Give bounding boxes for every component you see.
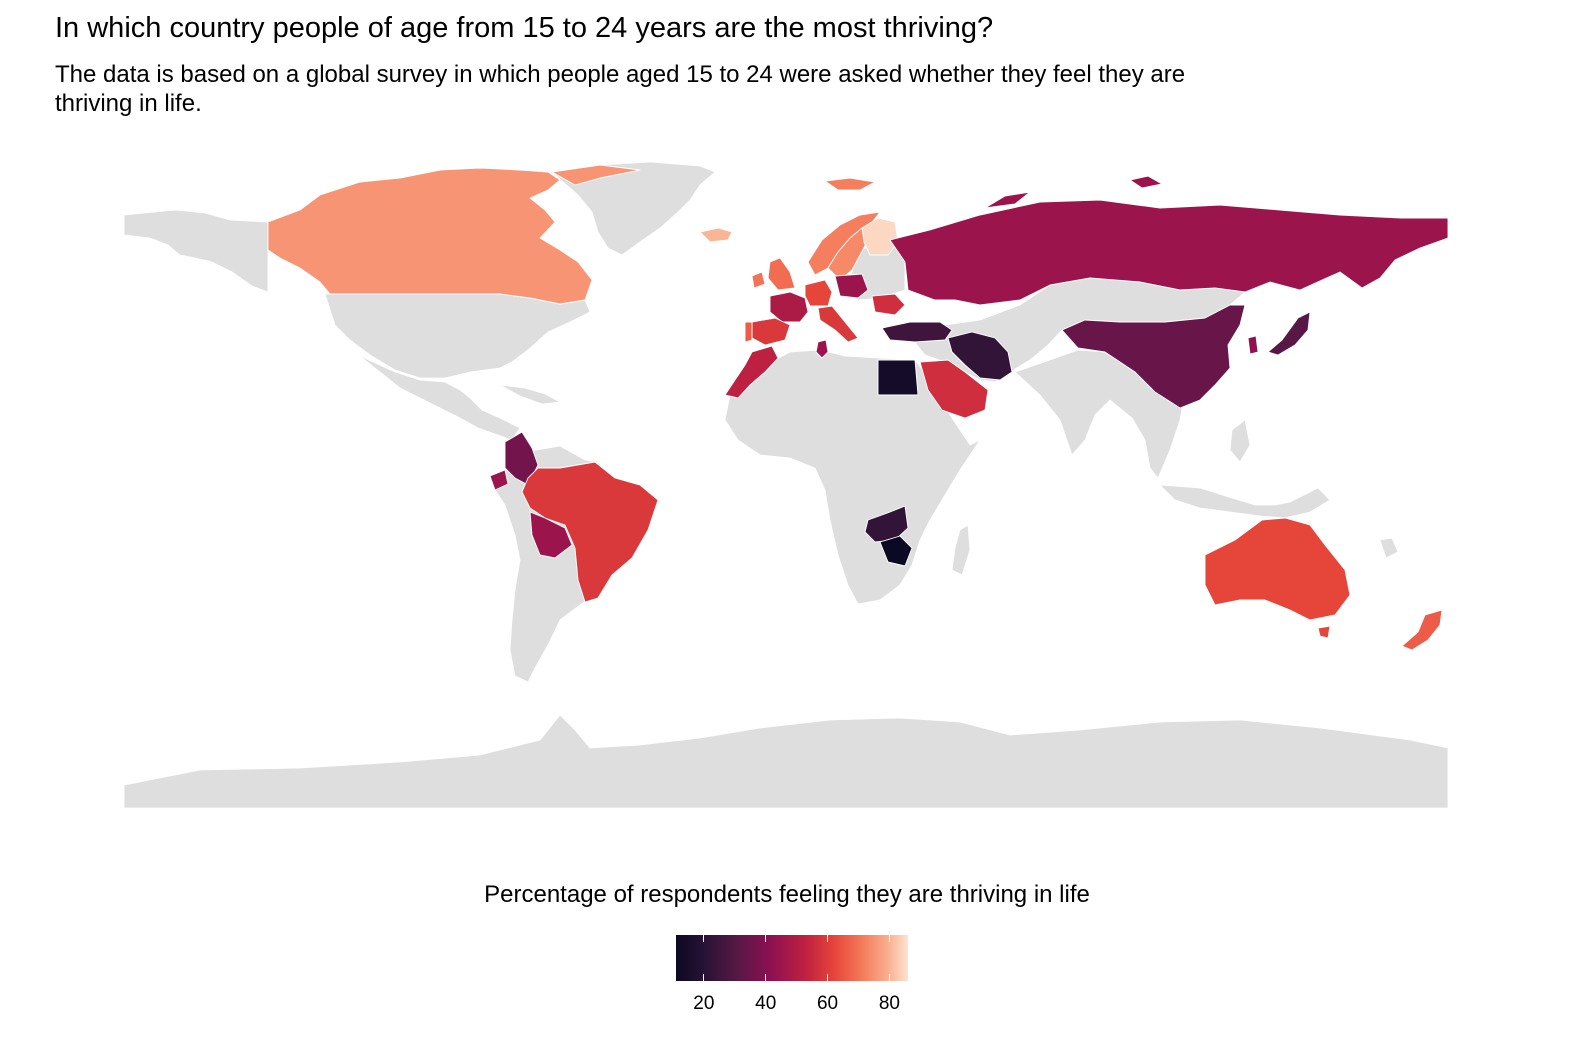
legend-tick-mark xyxy=(703,974,705,981)
land-mexico-central-america xyxy=(359,355,521,441)
legend-title: Percentage of respondents feeling they a… xyxy=(484,881,1090,908)
country-bolivia xyxy=(529,511,573,559)
land-usa xyxy=(324,293,591,379)
chart-subtitle: The data is based on a global survey in … xyxy=(55,61,1186,117)
land-philippines xyxy=(1229,419,1251,463)
country-canada xyxy=(267,167,593,305)
legend-tick-mark xyxy=(827,935,829,942)
legend-tick-label: 40 xyxy=(755,993,777,1014)
country-spain xyxy=(751,317,791,346)
country-italy xyxy=(817,305,859,343)
country-portugal xyxy=(744,321,753,343)
country-poland xyxy=(834,273,869,299)
country-turkey xyxy=(881,321,953,343)
country-south-korea xyxy=(1247,335,1259,355)
country-zimbabwe xyxy=(879,535,913,567)
country-iran xyxy=(947,331,1013,381)
legend-tick-mark xyxy=(827,974,829,981)
data-countries xyxy=(267,164,1449,651)
country-russia-arctic-islands xyxy=(984,175,1163,209)
legend-tick-mark xyxy=(888,974,890,981)
legend-tick-label: 20 xyxy=(693,993,715,1014)
country-australia xyxy=(1204,517,1351,621)
land-madagascar xyxy=(951,524,971,576)
chart-title: In which country people of age from 15 t… xyxy=(55,12,994,44)
country-australia-tasmania xyxy=(1317,625,1331,639)
country-egypt xyxy=(877,359,919,396)
no-data-land xyxy=(123,161,1449,809)
land-antarctica xyxy=(123,714,1449,809)
legend-colorbar xyxy=(676,935,908,981)
land-caribbean xyxy=(499,384,562,405)
country-iceland xyxy=(699,227,733,243)
land-greenland xyxy=(551,161,716,256)
legend-tick-mark xyxy=(703,935,705,942)
legend-tick-label: 60 xyxy=(816,993,839,1014)
land-pacific-islands xyxy=(1379,537,1399,559)
country-new-zealand xyxy=(1401,609,1443,651)
country-tunisia xyxy=(815,339,829,359)
country-germany xyxy=(804,279,833,307)
land-africa xyxy=(724,349,982,605)
country-svalbard xyxy=(824,177,876,191)
country-ireland xyxy=(751,271,766,289)
country-finland xyxy=(861,217,899,256)
legend-tick-label: 80 xyxy=(878,993,901,1014)
country-japan xyxy=(1267,311,1311,356)
country-morocco xyxy=(724,345,779,399)
country-ecuador xyxy=(489,469,509,491)
country-greenland-north xyxy=(551,164,641,186)
country-saudi-arabia xyxy=(919,359,989,419)
country-russia xyxy=(889,199,1449,306)
legend-tick-mark xyxy=(765,974,767,981)
legend-tick-mark xyxy=(765,935,767,942)
country-china xyxy=(1061,304,1246,409)
land-alaska xyxy=(123,209,269,293)
country-brazil xyxy=(521,461,659,603)
legend-tick-mark xyxy=(888,935,890,942)
country-zambia xyxy=(864,505,909,543)
country-france xyxy=(769,291,809,323)
country-romania xyxy=(871,293,906,316)
country-united-kingdom xyxy=(767,257,796,291)
land-indonesia-philippines xyxy=(1158,484,1331,519)
